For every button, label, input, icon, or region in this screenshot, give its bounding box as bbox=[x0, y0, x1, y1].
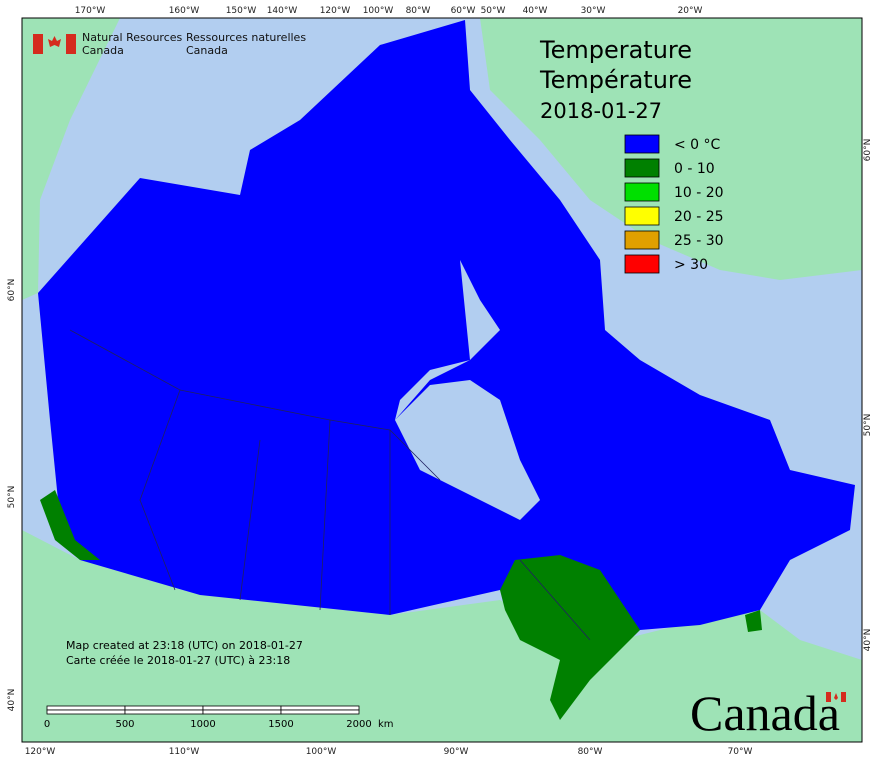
graticule-label: 50°N bbox=[7, 486, 17, 509]
wordmark-flag bbox=[826, 692, 846, 702]
canada bbox=[38, 20, 855, 630]
legend-label: 20 - 25 bbox=[674, 209, 724, 225]
graticule-label: 20°W bbox=[678, 6, 703, 16]
graticule-label: 80°W bbox=[578, 747, 603, 757]
graticule-label: 40°W bbox=[523, 6, 548, 16]
note: Map created at 23:18 (UTC) on 2018-01-27 bbox=[66, 639, 303, 652]
graticule-label: 40°N bbox=[863, 629, 873, 652]
scale-unit: km bbox=[378, 719, 394, 730]
title-date: 2018-01-27 bbox=[540, 99, 662, 123]
graticule-label: 100°W bbox=[363, 6, 394, 16]
graticule-label: 120°W bbox=[320, 6, 351, 16]
org-en: Natural Resources bbox=[82, 31, 183, 44]
frame bbox=[21, 17, 863, 743]
graticule-label: 160°W bbox=[169, 6, 200, 16]
org-en: Canada bbox=[82, 44, 124, 57]
graticule-label: 140°W bbox=[267, 6, 298, 16]
scale-label: 500 bbox=[115, 719, 134, 730]
graticule-label: 100°W bbox=[306, 747, 337, 757]
note: Carte créée le 2018-01-27 (UTC) à 23:18 bbox=[66, 654, 290, 667]
graticule-label: 80°W bbox=[406, 6, 431, 16]
graticule-label: 120°W bbox=[25, 747, 56, 757]
legend-swatch bbox=[624, 134, 660, 154]
legend-label: 10 - 20 bbox=[674, 185, 724, 201]
ontario-south bbox=[500, 555, 640, 720]
graticule-label: 40°N bbox=[7, 689, 17, 712]
land bbox=[22, 18, 862, 742]
graticule-label: 60°N bbox=[7, 279, 17, 302]
graticule-label: 60°N bbox=[863, 139, 873, 162]
title: Temperature bbox=[539, 36, 692, 64]
legend-swatch bbox=[624, 230, 660, 250]
legend-swatch bbox=[624, 254, 660, 274]
title: Température bbox=[539, 66, 692, 94]
wordmark: Canada bbox=[690, 685, 840, 741]
legend-swatch bbox=[624, 182, 660, 202]
graticule-label: 30°W bbox=[581, 6, 606, 16]
graticule-label: 60°W bbox=[451, 6, 476, 16]
flag bbox=[33, 34, 76, 54]
scale-label: 1500 bbox=[268, 719, 293, 730]
scale-label: 0 bbox=[44, 719, 50, 730]
graticule-label: 50°W bbox=[481, 6, 506, 16]
scale-label: 1000 bbox=[190, 719, 215, 730]
legend-label: > 30 bbox=[674, 257, 708, 273]
graticule-label: 50°N bbox=[863, 414, 873, 437]
legend-swatch bbox=[624, 158, 660, 178]
legend-label: < 0 °C bbox=[674, 137, 721, 153]
graticule-label: 110°W bbox=[169, 747, 200, 757]
legend-label: 0 - 10 bbox=[674, 161, 715, 177]
scale-label: 2000 bbox=[346, 719, 371, 730]
org-fr: Ressources naturelles bbox=[186, 31, 306, 44]
boundaries bbox=[69, 329, 591, 641]
legend-swatch bbox=[624, 206, 660, 226]
graticule-label: 90°W bbox=[444, 747, 469, 757]
scale-bar bbox=[46, 705, 360, 715]
legend-label: 25 - 30 bbox=[674, 233, 724, 249]
graticule-label: 170°W bbox=[75, 6, 106, 16]
hudson-bay bbox=[395, 260, 540, 520]
graticule-label: 150°W bbox=[226, 6, 257, 16]
graticule-label: 70°W bbox=[728, 747, 753, 757]
org-fr: Canada bbox=[186, 44, 228, 57]
